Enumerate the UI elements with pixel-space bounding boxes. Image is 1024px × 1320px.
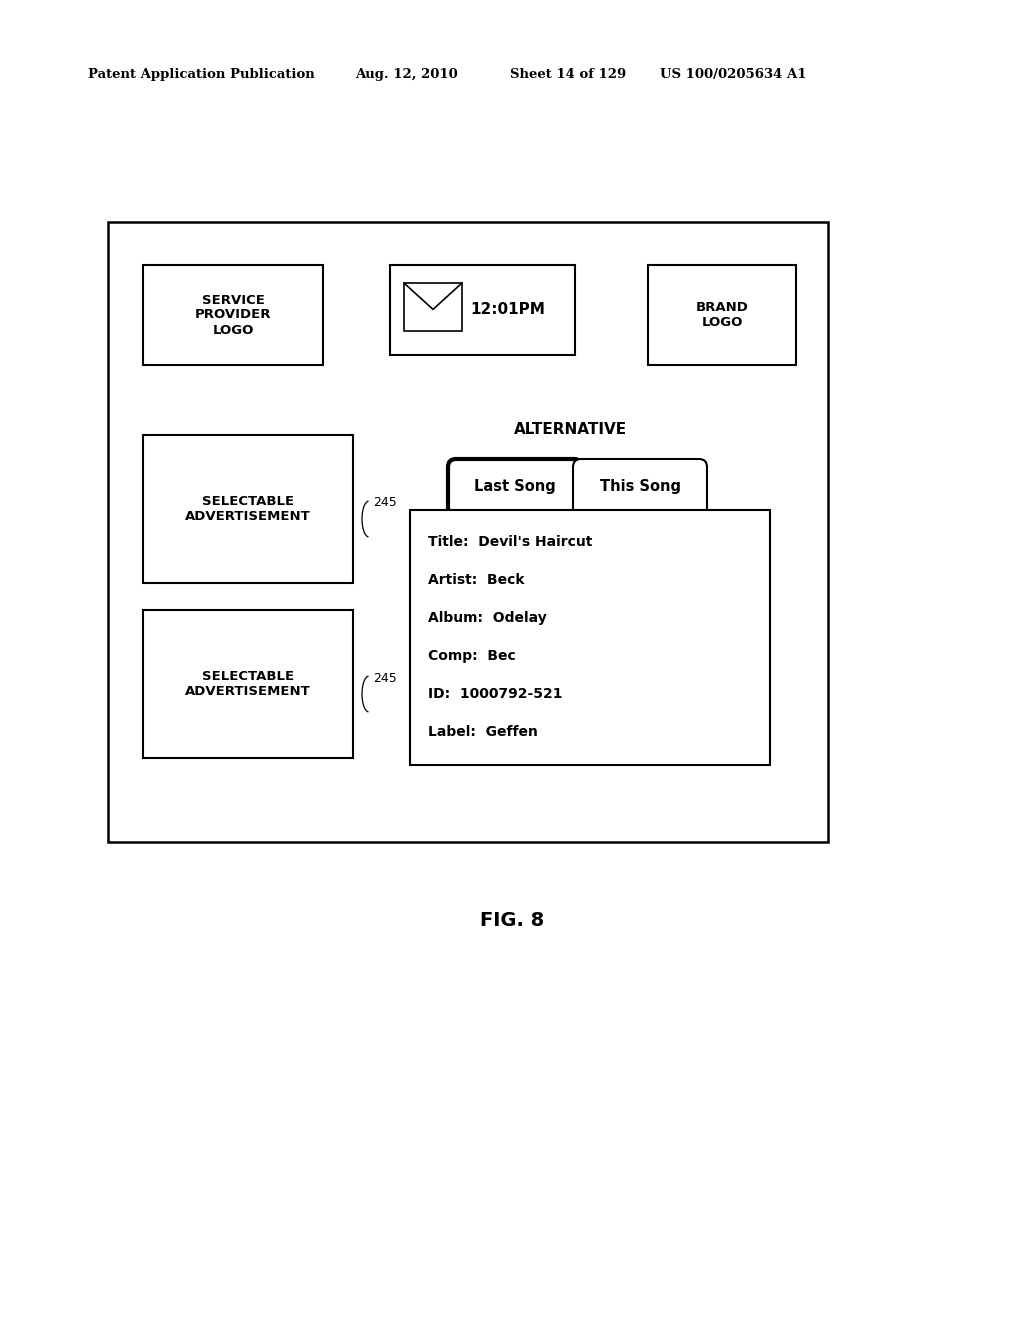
FancyBboxPatch shape bbox=[573, 459, 707, 515]
Text: ID:  1000792-521: ID: 1000792-521 bbox=[428, 686, 562, 701]
Text: BRAND
LOGO: BRAND LOGO bbox=[695, 301, 749, 329]
Bar bbox=[410, 510, 770, 766]
Text: Album:  Odelay: Album: Odelay bbox=[428, 611, 547, 624]
Bar bbox=[143, 436, 353, 583]
Bar bbox=[143, 265, 323, 366]
Text: SELECTABLE
ADVERTISEMENT: SELECTABLE ADVERTISEMENT bbox=[185, 495, 311, 523]
Text: 12:01PM: 12:01PM bbox=[470, 302, 545, 318]
Text: SELECTABLE
ADVERTISEMENT: SELECTABLE ADVERTISEMENT bbox=[185, 671, 311, 698]
Text: ALTERNATIVE: ALTERNATIVE bbox=[513, 422, 627, 437]
Text: Sheet 14 of 129: Sheet 14 of 129 bbox=[510, 69, 627, 81]
Text: Title:  Devil's Haircut: Title: Devil's Haircut bbox=[428, 535, 592, 549]
Text: Last Song: Last Song bbox=[474, 479, 556, 495]
Text: SERVICE
PROVIDER
LOGO: SERVICE PROVIDER LOGO bbox=[195, 293, 271, 337]
Text: 245: 245 bbox=[373, 672, 396, 685]
Bar bbox=[404, 282, 462, 331]
Text: FIG. 8: FIG. 8 bbox=[480, 911, 544, 929]
Bar bbox=[390, 265, 575, 355]
Bar bbox=[648, 265, 796, 366]
Bar bbox=[108, 222, 828, 842]
Text: Artist:  Beck: Artist: Beck bbox=[428, 573, 524, 587]
Text: This Song: This Song bbox=[599, 479, 681, 495]
Text: Label:  Geffen: Label: Geffen bbox=[428, 725, 538, 739]
Text: Comp:  Bec: Comp: Bec bbox=[428, 649, 516, 663]
Text: 245: 245 bbox=[373, 496, 396, 510]
Text: Aug. 12, 2010: Aug. 12, 2010 bbox=[355, 69, 458, 81]
Text: Patent Application Publication: Patent Application Publication bbox=[88, 69, 314, 81]
Text: US 100/0205634 A1: US 100/0205634 A1 bbox=[660, 69, 807, 81]
Bar bbox=[143, 610, 353, 758]
FancyBboxPatch shape bbox=[449, 459, 582, 515]
